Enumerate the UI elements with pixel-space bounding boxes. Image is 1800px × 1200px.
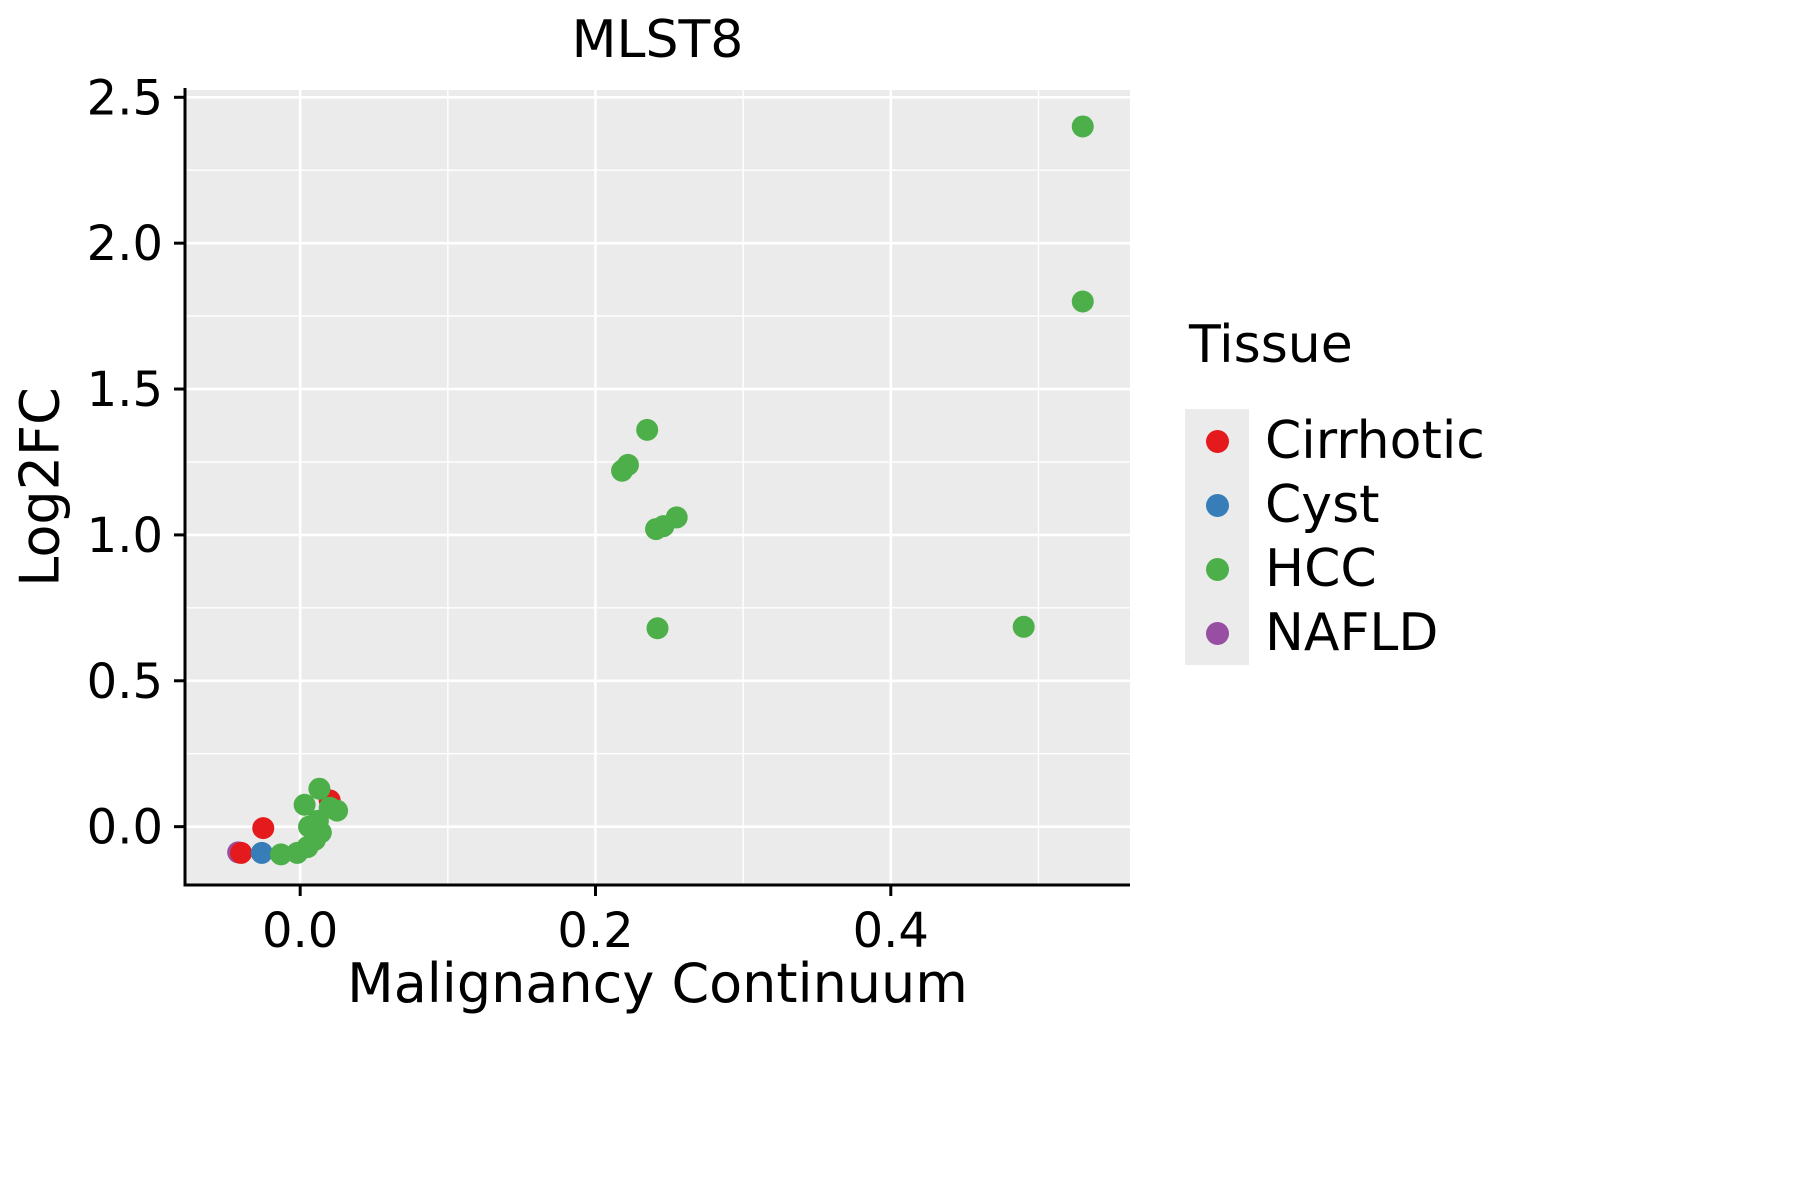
legend-item-cirrhotic: Cirrhotic — [1185, 409, 1485, 473]
x-tick-label: 0.0 — [262, 903, 338, 959]
legend-key — [1185, 601, 1249, 665]
y-axis-label: Log2FC — [8, 387, 72, 587]
data-point-hcc — [646, 617, 669, 640]
chart-title: MLST8 — [571, 10, 744, 70]
legend-dot-cirrhotic — [1205, 429, 1229, 453]
data-point-hcc — [636, 418, 659, 441]
legend-label: Cirrhotic — [1265, 411, 1485, 471]
data-point-cyst — [250, 841, 273, 864]
legend-item-cyst: Cyst — [1185, 473, 1485, 537]
data-point-hcc — [286, 841, 309, 864]
data-point-hcc — [269, 843, 292, 866]
legend-label: NAFLD — [1265, 603, 1439, 663]
legend-item-nafld: NAFLD — [1185, 601, 1485, 665]
y-tick-label: 0.0 — [87, 800, 163, 856]
legend-key — [1185, 537, 1249, 601]
y-tick-label: 0.5 — [87, 654, 163, 710]
data-point-hcc — [1071, 115, 1094, 138]
x-axis-label: Malignancy Continuum — [347, 952, 968, 1015]
legend-key — [1185, 473, 1249, 537]
legend-label: Cyst — [1265, 475, 1380, 535]
data-point-hcc — [308, 777, 331, 800]
data-point-cirrhotic — [252, 817, 275, 840]
legend-label: HCC — [1265, 539, 1377, 599]
data-point-hcc — [1071, 290, 1094, 313]
legend-title: Tissue — [1189, 315, 1353, 375]
data-point-hcc — [611, 459, 634, 482]
legend-dot-cyst — [1205, 493, 1229, 517]
plot-panel — [185, 90, 1130, 885]
legend-dot-hcc — [1205, 557, 1229, 581]
y-tick-label: 2.0 — [87, 216, 163, 272]
data-point-hcc — [326, 799, 349, 822]
x-tick-label: 0.4 — [853, 903, 929, 959]
legend-dot-nafld — [1205, 621, 1229, 645]
legend-item-hcc: HCC — [1185, 537, 1485, 601]
data-point-hcc — [1012, 615, 1035, 638]
x-tick-label: 0.2 — [557, 903, 633, 959]
data-point-hcc — [293, 793, 316, 816]
legend-key — [1185, 409, 1249, 473]
y-tick-label: 1.0 — [87, 508, 163, 564]
data-point-hcc — [645, 518, 668, 541]
legend: Tissue Cirrhotic Cyst HCC NAFLD — [1185, 315, 1485, 665]
legend-items: Cirrhotic Cyst HCC NAFLD — [1185, 409, 1485, 665]
data-point-cirrhotic — [230, 841, 253, 864]
y-tick-label: 2.5 — [87, 70, 163, 126]
y-tick-label: 1.5 — [87, 362, 163, 418]
